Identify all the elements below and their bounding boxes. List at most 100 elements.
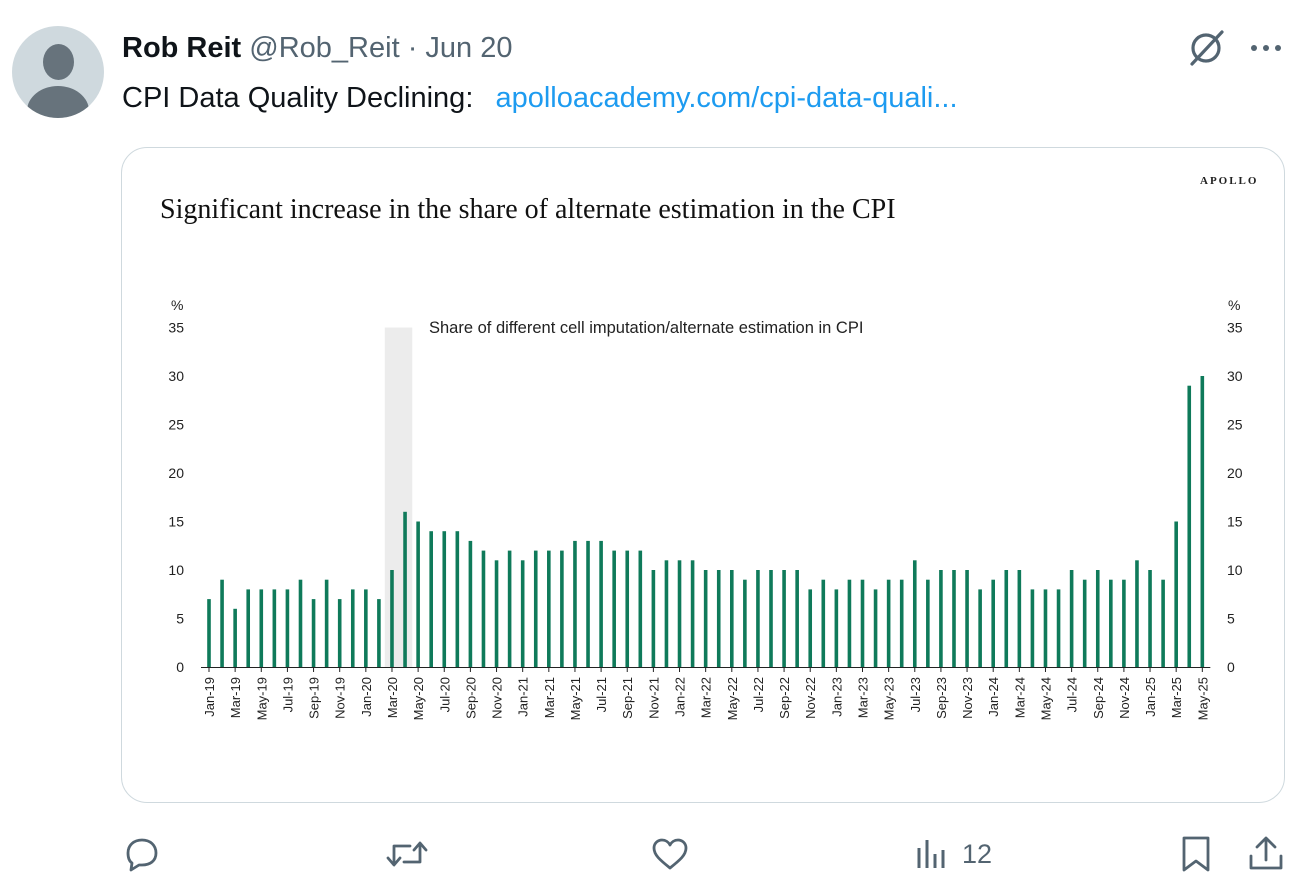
bar-Oct-23 (952, 570, 956, 667)
bar-Dec-19 (350, 589, 355, 667)
author-name[interactable]: Rob Reit (122, 32, 242, 64)
y-tick-right-35: 35 (1227, 320, 1243, 336)
bar-Aug-23 (926, 579, 930, 667)
bar-Feb-19 (220, 579, 224, 667)
tweet-link[interactable]: apolloacademy.com/cpi-data-quali... (495, 82, 958, 114)
y-tick-left-15: 15 (168, 514, 184, 530)
x-tick-label-Jan-20: Jan-20 (359, 677, 374, 717)
y-tick-left-0: 0 (176, 659, 184, 675)
retweet-button[interactable] (384, 834, 430, 874)
x-tick-label-May-21: May-21 (568, 677, 583, 720)
x-tick-label-Jul-23: Jul-23 (908, 677, 923, 712)
more-options-icon[interactable] (1248, 28, 1284, 73)
bar-Feb-22 (690, 560, 695, 667)
bar-Jun-21 (586, 540, 590, 667)
bar-Jul-20 (442, 531, 447, 667)
bar-Dec-22 (821, 579, 826, 667)
x-tick-label-Jul-22: Jul-22 (751, 677, 766, 712)
bar-Oct-21 (638, 550, 643, 667)
x-tick-label-Mar-23: Mar-23 (856, 677, 871, 718)
bar-Feb-21 (533, 550, 538, 667)
view-count: 12 (962, 838, 993, 869)
avatar[interactable] (12, 26, 104, 118)
y-unit-right: % (1228, 297, 1240, 313)
y-tick-left-5: 5 (176, 611, 184, 627)
bar-Mar-22 (703, 570, 708, 667)
bar-Jul-19 (285, 589, 290, 667)
bar-Jun-22 (743, 579, 747, 667)
x-tick-label-May-24: May-24 (1038, 677, 1053, 720)
bar-Aug-19 (298, 579, 303, 667)
y-tick-right-20: 20 (1227, 465, 1243, 481)
y-tick-right-15: 15 (1227, 514, 1243, 530)
bar-Sep-21 (625, 550, 630, 667)
bar-Nov-22 (808, 589, 813, 667)
bar-Feb-23 (847, 579, 852, 667)
bar-Jul-21 (599, 540, 603, 667)
bar-Apr-24 (1030, 589, 1035, 667)
share-button[interactable] (1246, 834, 1286, 874)
y-unit-left: % (171, 297, 183, 313)
bar-Apr-25 (1187, 385, 1192, 667)
bar-Apr-22 (716, 570, 721, 667)
x-tick-label-Mar-19: Mar-19 (228, 677, 243, 718)
bar-Jul-24 (1069, 570, 1074, 667)
bar-May-21 (573, 540, 577, 667)
views-icon (914, 834, 950, 874)
share-icon (1246, 834, 1286, 874)
bar-Aug-24 (1082, 579, 1087, 667)
tweet-body: CPI Data Quality Declining: (122, 82, 474, 114)
bar-May-23 (886, 579, 891, 667)
tweet-date[interactable]: Jun 20 (425, 32, 513, 64)
bar-May-19 (259, 589, 264, 667)
x-tick-label-Sep-23: Sep-23 (934, 677, 949, 719)
bar-Jan-20 (364, 589, 368, 667)
x-tick-label-Jan-24: Jan-24 (986, 677, 1001, 717)
bar-Feb-25 (1161, 579, 1165, 667)
bar-Apr-19 (246, 589, 251, 667)
x-tick-label-Jan-22: Jan-22 (673, 677, 688, 717)
y-tick-left-10: 10 (168, 562, 184, 578)
grok-icon[interactable] (1184, 28, 1228, 73)
bar-Jul-23 (912, 560, 917, 667)
bar-Sep-23 (939, 570, 943, 667)
bar-Sep-20 (468, 540, 473, 667)
tweet-text: CPI Data Quality Declining: apolloacadem… (122, 82, 958, 115)
chart-brand: APOLLO (1200, 175, 1259, 187)
default-avatar-icon (43, 44, 74, 80)
x-tick-label-May-25: May-25 (1195, 677, 1210, 720)
bookmark-button[interactable] (1178, 834, 1214, 874)
bar-Jun-19 (272, 589, 277, 667)
bar-Sep-19 (311, 599, 316, 667)
x-tick-label-Nov-22: Nov-22 (803, 677, 818, 719)
like-button[interactable] (650, 834, 690, 874)
bar-Jan-24 (991, 579, 995, 667)
views-button[interactable]: 12 (914, 834, 992, 874)
bar-Jan-21 (520, 560, 525, 667)
media-card[interactable]: APOLLO Significant increase in the share… (121, 147, 1285, 803)
bar-Nov-24 (1122, 579, 1126, 667)
bar-Dec-23 (978, 589, 982, 667)
bar-Nov-23 (965, 570, 969, 667)
y-tick-right-10: 10 (1227, 562, 1243, 578)
x-tick-label-Jul-21: Jul-21 (594, 677, 609, 712)
y-tick-right-5: 5 (1227, 611, 1235, 627)
author-handle[interactable]: @Rob_Reit (249, 32, 400, 64)
bar-Mar-21 (547, 550, 551, 667)
x-tick-label-Nov-24: Nov-24 (1117, 677, 1132, 719)
bar-Feb-20 (377, 599, 381, 667)
y-tick-right-0: 0 (1227, 659, 1235, 675)
bar-May-24 (1043, 589, 1048, 667)
bar-Oct-22 (795, 570, 799, 667)
x-tick-label-Jan-21: Jan-21 (516, 677, 531, 717)
bar-Oct-19 (324, 579, 329, 667)
bookmark-icon (1178, 834, 1214, 874)
chart-annotation: Share of different cell imputation/alter… (429, 319, 863, 337)
bar-Apr-21 (560, 550, 564, 667)
bar-Sep-22 (782, 570, 786, 667)
x-tick-label-Jan-25: Jan-25 (1143, 677, 1158, 717)
bar-Mar-19 (233, 608, 237, 667)
x-tick-label-Jan-19: Jan-19 (202, 677, 217, 717)
reply-button[interactable] (122, 834, 162, 874)
bar-Dec-24 (1135, 560, 1139, 667)
